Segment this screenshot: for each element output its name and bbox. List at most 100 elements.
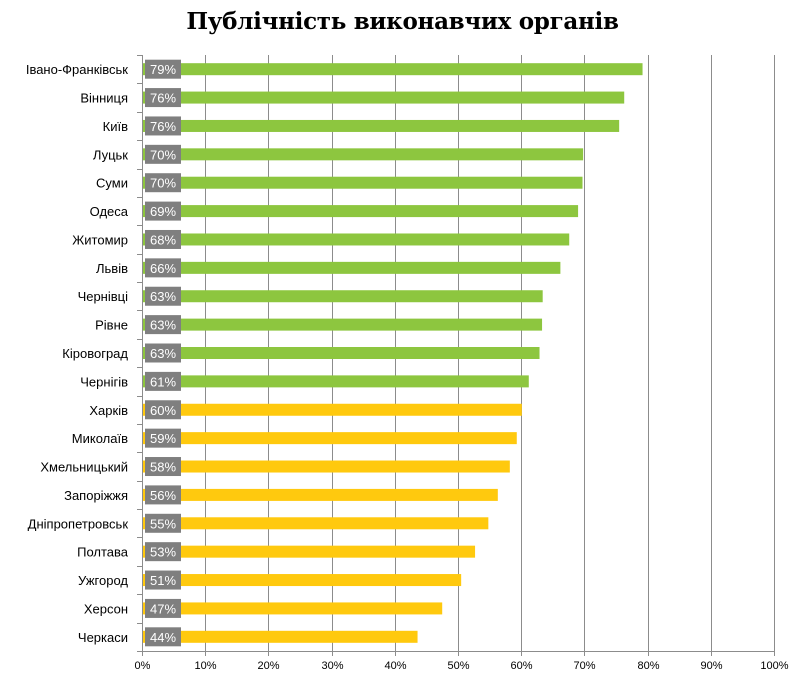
category-label: Івано-Франківськ bbox=[26, 62, 128, 77]
category-label: Одеса bbox=[90, 204, 129, 219]
data-label-box bbox=[145, 229, 181, 249]
data-label-box bbox=[145, 343, 181, 363]
data-label: 58% bbox=[150, 460, 176, 475]
data-label-box bbox=[145, 371, 181, 391]
data-label: 56% bbox=[150, 488, 176, 503]
data-label: 68% bbox=[150, 232, 176, 247]
bar bbox=[143, 517, 489, 530]
bar bbox=[143, 488, 498, 501]
data-label: 55% bbox=[150, 516, 176, 531]
category-label: Суми bbox=[96, 176, 128, 191]
x-tick-labels: 0% 10% 20% 30% 40% 50% 60% 70% 80% 90% 100% bbox=[135, 660, 789, 672]
data-label-box bbox=[145, 485, 181, 505]
chart-title: Публічність виконавчих органів bbox=[186, 8, 619, 35]
x-tick-label: 100% bbox=[760, 660, 788, 672]
data-label: 51% bbox=[150, 573, 176, 588]
category-label: Запоріжжя bbox=[64, 488, 128, 503]
data-label: 66% bbox=[150, 261, 176, 276]
bar bbox=[143, 148, 584, 161]
data-label-box bbox=[145, 513, 181, 533]
category-label: Хмельницький bbox=[40, 460, 128, 475]
category-label: Житомир bbox=[72, 232, 128, 247]
data-label: 53% bbox=[150, 545, 176, 560]
data-label: 63% bbox=[150, 289, 176, 304]
data-label: 76% bbox=[150, 91, 176, 106]
bar bbox=[143, 176, 583, 189]
data-label: 70% bbox=[150, 176, 176, 191]
data-label: 61% bbox=[150, 374, 176, 389]
data-label-box bbox=[145, 627, 181, 647]
data-label: 44% bbox=[150, 630, 176, 645]
bars bbox=[143, 63, 643, 643]
bar bbox=[143, 403, 522, 416]
data-label-box bbox=[145, 258, 181, 278]
data-label-box bbox=[145, 542, 181, 562]
data-label-box bbox=[145, 598, 181, 618]
x-tick-label: 60% bbox=[510, 660, 532, 672]
data-label-box bbox=[145, 570, 181, 590]
data-label: 79% bbox=[150, 62, 176, 77]
x-tick-label: 0% bbox=[135, 660, 151, 672]
bar bbox=[143, 630, 418, 643]
x-tick-label: 70% bbox=[573, 660, 595, 672]
category-label: Чернівці bbox=[78, 289, 129, 304]
bar bbox=[143, 119, 620, 132]
bar bbox=[143, 432, 517, 445]
data-label-box bbox=[145, 116, 181, 136]
data-label-box bbox=[145, 88, 181, 108]
data-label: 63% bbox=[150, 318, 176, 333]
data-label: 70% bbox=[150, 147, 176, 162]
bar bbox=[143, 290, 543, 303]
bar bbox=[143, 602, 443, 615]
data-label-box bbox=[145, 173, 181, 193]
x-tick-label: 80% bbox=[637, 660, 659, 672]
data-label-box bbox=[145, 286, 181, 306]
x-tick-label: 30% bbox=[321, 660, 343, 672]
bar bbox=[143, 545, 476, 558]
data-label-box bbox=[145, 428, 181, 448]
category-label: Кіровоград bbox=[62, 346, 128, 361]
category-label: Вінниця bbox=[80, 91, 128, 106]
category-label: Чернігів bbox=[80, 374, 128, 389]
category-label: Херсон bbox=[84, 601, 128, 616]
data-label: 60% bbox=[150, 403, 176, 418]
bar bbox=[143, 375, 529, 388]
category-label: Черкаси bbox=[78, 630, 128, 645]
data-label-box bbox=[145, 400, 181, 420]
bar bbox=[143, 63, 643, 76]
x-tick-label: 40% bbox=[384, 660, 406, 672]
x-tick-label: 10% bbox=[194, 660, 216, 672]
bar bbox=[143, 318, 543, 331]
category-label: Миколаїв bbox=[72, 431, 128, 446]
x-tick-label: 50% bbox=[447, 660, 469, 672]
category-label: Полтава bbox=[77, 545, 129, 560]
bar bbox=[143, 261, 561, 274]
data-label: 63% bbox=[150, 346, 176, 361]
bar bbox=[143, 91, 625, 104]
data-label: 59% bbox=[150, 431, 176, 446]
data-label-box bbox=[145, 201, 181, 221]
data-label-box bbox=[145, 144, 181, 164]
category-label: Харків bbox=[89, 403, 128, 418]
data-label-box bbox=[145, 457, 181, 477]
category-label: Рівне bbox=[95, 318, 128, 333]
category-label: Львів bbox=[96, 261, 128, 276]
category-label: Дніпропетровськ bbox=[28, 516, 129, 531]
data-label: 76% bbox=[150, 119, 176, 134]
category-label: Київ bbox=[103, 119, 128, 134]
data-label: 69% bbox=[150, 204, 176, 219]
x-tick-label: 20% bbox=[257, 660, 279, 672]
data-labels: 79% 76% 76% 70% 70% 69% 68% 66% 63% 63% 63% 61% 60% 5… bbox=[145, 59, 181, 647]
category-label: Луцьк bbox=[93, 147, 128, 162]
x-tick-label: 90% bbox=[700, 660, 722, 672]
data-label: 47% bbox=[150, 601, 176, 616]
category-label: Ужгород bbox=[78, 573, 128, 588]
bar bbox=[143, 205, 579, 218]
bar bbox=[143, 460, 510, 473]
data-label-box bbox=[145, 59, 181, 79]
category-labels: Івано-Франківськ Вінниця Київ Луцьк Суми Одес… bbox=[26, 62, 129, 645]
bar bbox=[143, 574, 462, 587]
data-label-box bbox=[145, 315, 181, 335]
bar bbox=[143, 347, 540, 359]
